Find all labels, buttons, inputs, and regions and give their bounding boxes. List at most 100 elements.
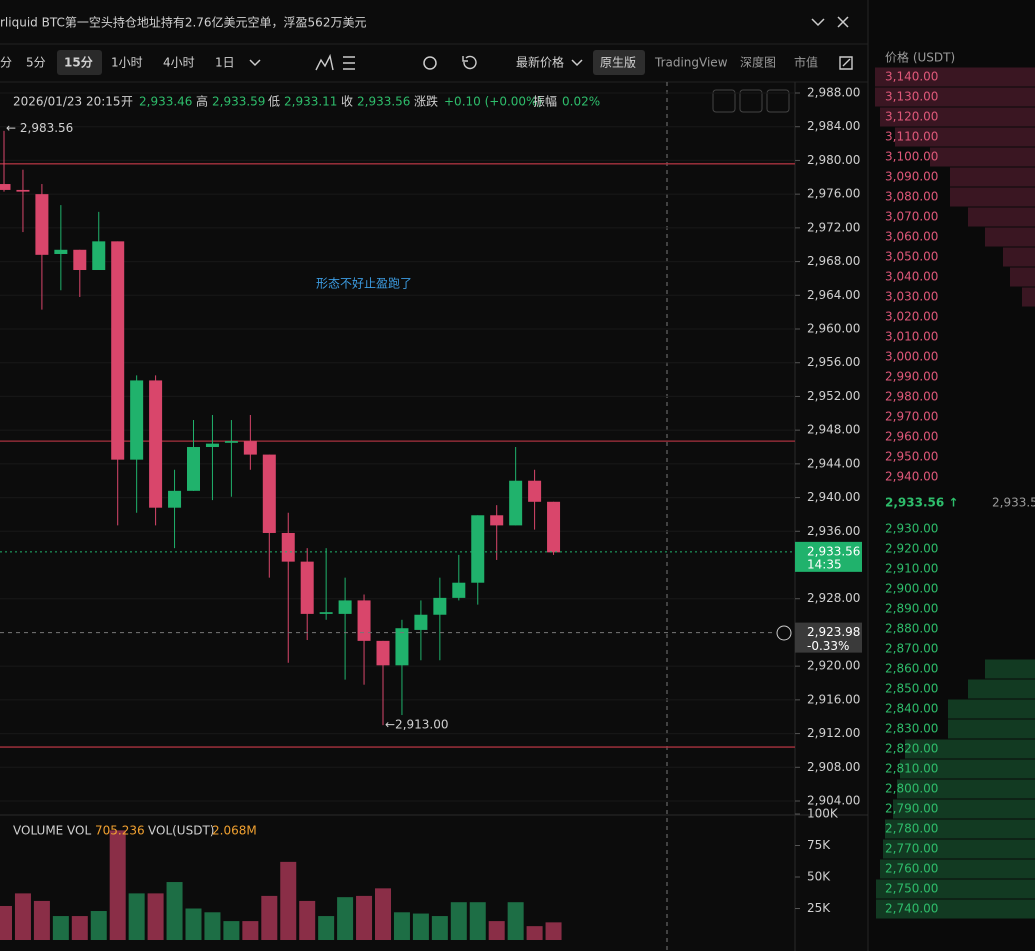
button[interactable] bbox=[739, 89, 763, 113]
candle-body bbox=[187, 447, 200, 491]
view-tab[interactable]: 市值 bbox=[794, 55, 818, 70]
volume-bar bbox=[261, 895, 278, 940]
crosshair-change: -0.33% bbox=[807, 639, 849, 653]
ask-price: 2,970.00 bbox=[885, 410, 938, 424]
ask-price: 3,080.00 bbox=[885, 190, 938, 204]
candle-body bbox=[262, 454, 276, 533]
volume-bar bbox=[14, 893, 31, 940]
last-price-tag bbox=[795, 541, 862, 572]
volume-bar bbox=[450, 902, 467, 940]
price-type[interactable]: 最新价格 bbox=[516, 55, 564, 70]
interval-tab[interactable]: 4小时 bbox=[163, 56, 195, 70]
ask-price: 2,980.00 bbox=[885, 390, 938, 404]
window-controls[interactable] bbox=[811, 16, 849, 28]
bid-depth bbox=[985, 659, 1035, 679]
bid-price: 2,920.00 bbox=[885, 542, 938, 556]
volume-bar bbox=[488, 921, 505, 940]
last-price-small: 2,933.5 bbox=[992, 496, 1035, 510]
info-date: 2026/01/23 20:15 bbox=[13, 95, 121, 109]
last-price: 2,933.56 ↑ bbox=[885, 496, 958, 510]
button[interactable] bbox=[712, 89, 736, 113]
info-label: 开 bbox=[121, 95, 133, 109]
volume-bar bbox=[412, 913, 429, 940]
crosshair-plus[interactable] bbox=[776, 625, 792, 641]
bid-depth bbox=[876, 899, 1035, 919]
view-tab[interactable]: TradingView bbox=[654, 56, 728, 70]
volume-bar bbox=[242, 921, 259, 940]
volume-bar bbox=[469, 902, 486, 940]
bid-price: 2,760.00 bbox=[885, 862, 938, 876]
interval-tab[interactable]: 15分 bbox=[64, 55, 93, 70]
ask-price: 2,990.00 bbox=[885, 370, 938, 384]
active-view-bg bbox=[593, 50, 645, 75]
candle-body bbox=[224, 441, 238, 443]
ask-depth bbox=[950, 167, 1035, 187]
dropdown-icon[interactable] bbox=[249, 59, 583, 67]
interval-tab[interactable]: 分 bbox=[0, 56, 12, 70]
ask-price: 3,110.00 bbox=[885, 130, 938, 144]
bid-price: 2,780.00 bbox=[885, 822, 938, 836]
vol-tick-label: 50K bbox=[807, 870, 831, 884]
interval-tab[interactable]: 1小时 bbox=[111, 56, 143, 70]
y-tick-label: 2,980.00 bbox=[807, 153, 860, 167]
info-value: 2,933.59 bbox=[212, 95, 265, 109]
candle-body bbox=[205, 443, 219, 448]
info-label: 振幅 bbox=[533, 94, 557, 109]
bid-depth bbox=[883, 839, 1035, 859]
ask-depth bbox=[1003, 247, 1035, 267]
countdown: 14:35 bbox=[807, 557, 842, 571]
last-price-label: 2,933.56 bbox=[807, 544, 860, 558]
button[interactable] bbox=[766, 89, 790, 113]
view-tab[interactable]: 深度图 bbox=[740, 55, 776, 70]
ask-price: 3,020.00 bbox=[885, 310, 938, 324]
ask-depth bbox=[880, 107, 1035, 127]
settings-icon[interactable] bbox=[423, 56, 437, 70]
info-value: 2,933.11 bbox=[284, 95, 337, 109]
ask-price: 3,120.00 bbox=[885, 110, 938, 124]
ask-depth bbox=[875, 87, 1035, 107]
bid-depth bbox=[905, 739, 1035, 759]
volume-bar bbox=[299, 900, 316, 940]
y-tick-label: 2,984.00 bbox=[807, 119, 860, 133]
candle-body bbox=[528, 480, 542, 502]
candle-body bbox=[168, 490, 182, 508]
info-value: 0.02% bbox=[562, 95, 600, 109]
volume-header: 2.068M bbox=[212, 824, 257, 838]
candle-body bbox=[16, 189, 30, 192]
volume-bar bbox=[507, 902, 524, 940]
candle-body bbox=[111, 241, 125, 460]
y-tick-label: 2,960.00 bbox=[807, 322, 860, 336]
y-tick-label: 2,916.00 bbox=[807, 692, 860, 706]
bid-price: 2,850.00 bbox=[885, 682, 938, 696]
vol-tick-label: 75K bbox=[807, 838, 831, 852]
ask-depth bbox=[1010, 267, 1035, 287]
low-marker: ←2,913.00 bbox=[385, 718, 449, 732]
ask-price: 3,000.00 bbox=[885, 350, 938, 364]
y-tick-label: 2,912.00 bbox=[807, 726, 860, 740]
y-tick-label: 2,908.00 bbox=[807, 760, 860, 774]
volume-header: VOLUME bbox=[13, 824, 63, 838]
active-interval-bg bbox=[57, 50, 102, 75]
view-tab[interactable]: 原生版 bbox=[600, 56, 636, 70]
bid-price: 2,790.00 bbox=[885, 802, 938, 816]
bid-price: 2,820.00 bbox=[885, 742, 938, 756]
volume-bar bbox=[318, 916, 335, 940]
y-tick-label: 2,976.00 bbox=[807, 187, 860, 201]
bid-price: 2,870.00 bbox=[885, 642, 938, 656]
toolbar-icons[interactable] bbox=[315, 53, 853, 71]
volume-bar bbox=[356, 895, 373, 940]
window-title: rliquid BTC第一空头持仓地址持有2.76亿美元空单，浮盈562万美元 bbox=[0, 15, 366, 30]
vol-tick-label: 25K bbox=[807, 901, 831, 915]
ask-price: 3,040.00 bbox=[885, 270, 938, 284]
volume-bar bbox=[90, 911, 107, 940]
candle-body bbox=[319, 612, 333, 614]
interval-tab[interactable]: 5分 bbox=[26, 56, 46, 70]
ask-price: 3,090.00 bbox=[885, 170, 938, 184]
ask-price: 3,030.00 bbox=[885, 290, 938, 304]
bid-price: 2,740.00 bbox=[885, 902, 938, 916]
interval-tab[interactable]: 1日 bbox=[215, 56, 235, 70]
info-value: 2,933.56 bbox=[357, 95, 410, 109]
bid-depth bbox=[876, 879, 1035, 899]
ask-depth bbox=[950, 187, 1035, 207]
